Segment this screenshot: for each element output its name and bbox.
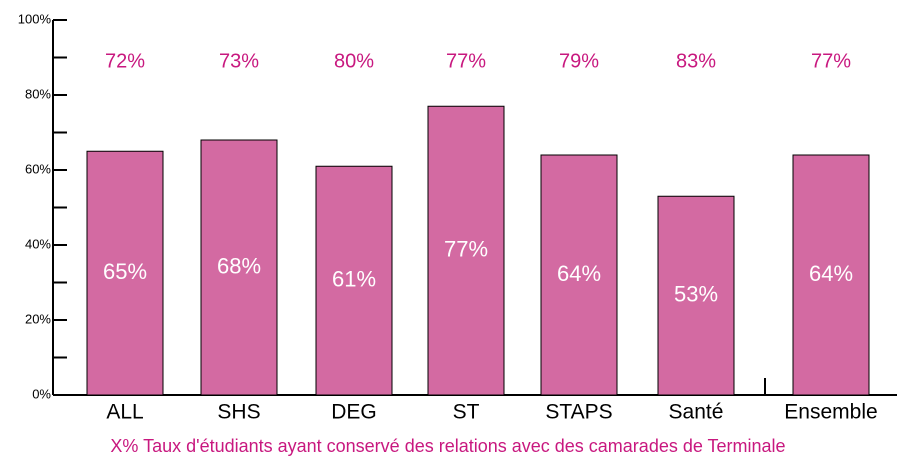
bar-value-label: 65% [103,259,147,284]
rate-label: 77% [446,50,486,72]
x-tick-label: STAPS [545,401,612,424]
bar [86,150,164,396]
bar-value-label: 64% [809,261,853,286]
bar-value-label: 68% [217,253,261,278]
bar [315,165,393,396]
x-tick-label: ST [453,401,480,424]
rate-label: 80% [334,50,374,72]
bar-value-label: 53% [674,281,718,306]
bar-value-label: 77% [444,236,488,261]
bar [200,139,278,396]
y-tick-label: 80% [25,86,51,101]
bar [540,154,618,396]
bar [427,105,505,396]
rate-label: 79% [559,50,599,72]
x-tick-label: SHS [217,401,260,424]
bar [657,195,735,396]
bar-value-label: 64% [557,261,601,286]
rate-label: 83% [676,50,716,72]
y-tick-label: 60% [25,161,51,176]
x-tick-label: Ensemble [784,401,877,424]
x-tick-label: ALL [106,401,143,424]
rate-label: 77% [811,50,851,72]
y-tick-label: 40% [25,236,51,251]
bar-value-label: 61% [332,266,376,291]
x-tick-label: DEG [331,401,377,424]
y-tick-label: 20% [25,311,51,326]
note: X% Taux d'étudiants ayant conservé des r… [110,436,785,456]
rate-label: 72% [105,50,145,72]
x-tick-label: Santé [669,401,724,424]
y-tick-label: 0% [32,386,51,401]
y-tick-label: 100% [18,11,52,26]
rate-label: 73% [219,50,259,72]
bar [792,154,870,396]
